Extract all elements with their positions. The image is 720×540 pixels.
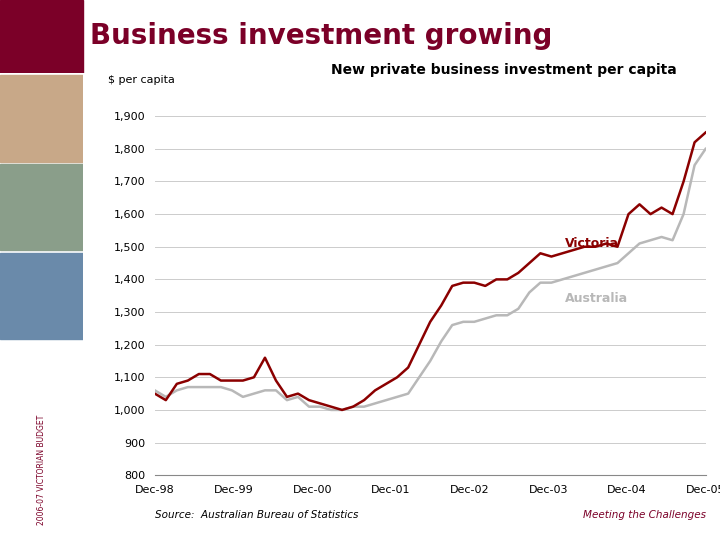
Text: $ per capita: $ per capita [108,75,175,85]
Text: 2006-07 VICTORIAN BUDGET: 2006-07 VICTORIAN BUDGET [37,415,46,525]
Bar [0,0,83,73]
Text: Source:  Australian Bureau of Statistics: Source: Australian Bureau of Statistics [155,510,358,521]
Text: New private business investment per capita: New private business investment per capi… [331,63,677,77]
Text: Meeting the Challenges: Meeting the Challenges [582,510,706,521]
Bar [0,253,83,339]
Bar [0,164,83,251]
Text: Australia: Australia [564,293,628,306]
Text: Victoria: Victoria [564,237,618,250]
Bar [0,75,83,161]
Text: Business investment growing: Business investment growing [90,23,552,50]
